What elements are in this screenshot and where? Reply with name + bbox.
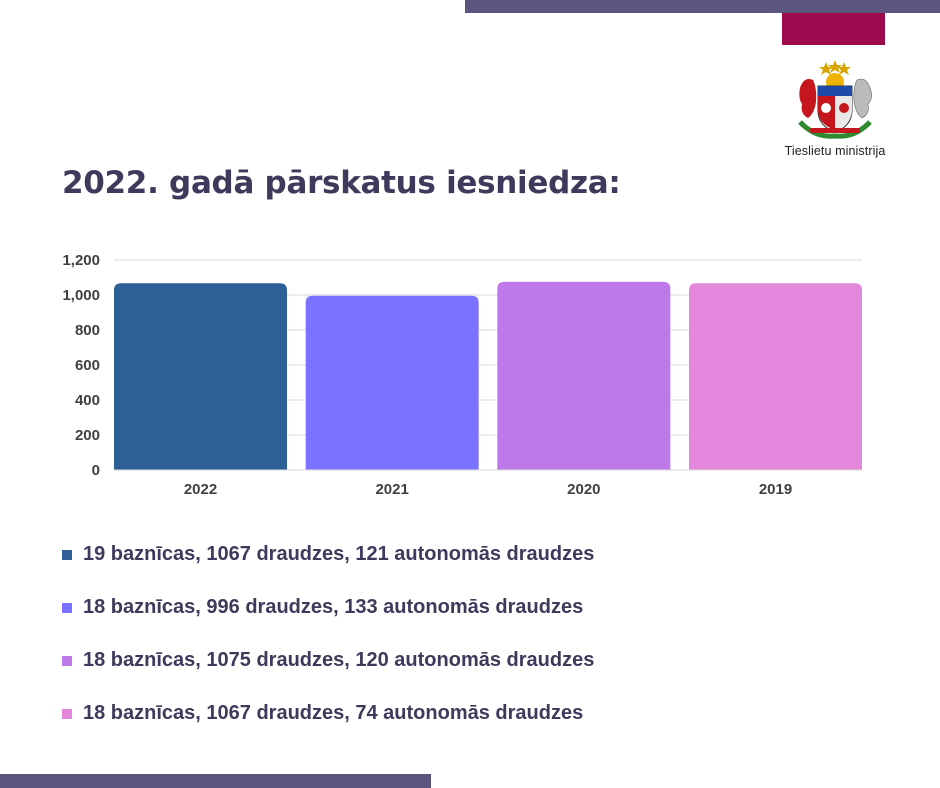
flag-tab bbox=[782, 13, 885, 45]
bar bbox=[114, 283, 287, 470]
logo-caption: Tieslietu ministrija bbox=[784, 144, 886, 158]
page-title: 2022. gadā pārskatus iesniedza: bbox=[62, 165, 621, 201]
bar bbox=[689, 283, 862, 470]
y-tick-label: 0 bbox=[92, 462, 100, 479]
bar bbox=[497, 281, 671, 470]
legend: 19 baznīcas, 1067 draudzes, 121 autonomā… bbox=[60, 543, 760, 755]
top-accent-bar bbox=[465, 0, 940, 13]
x-tick-label: 2019 bbox=[759, 481, 792, 498]
bottom-accent-bar bbox=[0, 774, 431, 788]
ministry-logo: Tieslietu ministrija bbox=[770, 58, 900, 168]
x-tick-label: 2021 bbox=[375, 481, 408, 498]
y-tick-label: 1,200 bbox=[62, 252, 100, 269]
legend-swatch bbox=[62, 709, 72, 719]
bar bbox=[305, 295, 479, 470]
legend-swatch bbox=[62, 603, 72, 613]
y-tick-label: 600 bbox=[75, 357, 100, 374]
legend-label: 18 baznīcas, 1067 draudzes, 74 autonomās… bbox=[83, 702, 584, 724]
legend-swatch bbox=[62, 656, 72, 666]
y-tick-label: 800 bbox=[75, 322, 100, 339]
y-tick-label: 400 bbox=[75, 392, 100, 409]
legend-label: 19 baznīcas, 1067 draudzes, 121 autonomā… bbox=[83, 543, 595, 565]
legend-item: 19 baznīcas, 1067 draudzes, 121 autonomā… bbox=[60, 543, 760, 596]
y-tick-label: 200 bbox=[75, 427, 100, 444]
legend-item: 18 baznīcas, 1075 draudzes, 120 autonomā… bbox=[60, 649, 760, 702]
legend-swatch bbox=[62, 550, 72, 560]
legend-label: 18 baznīcas, 996 draudzes, 133 autonomās… bbox=[83, 596, 584, 618]
coat-of-arms-icon bbox=[798, 60, 872, 139]
legend-label: 18 baznīcas, 1075 draudzes, 120 autonomā… bbox=[83, 649, 595, 671]
y-tick-label: 1,000 bbox=[62, 287, 100, 304]
x-tick-label: 2022 bbox=[184, 481, 217, 498]
legend-item: 18 baznīcas, 996 draudzes, 133 autonomās… bbox=[60, 596, 760, 649]
bar-chart: 0 200 400 600 800 1,000 1,200 2022 2021 2020 2019 bbox=[62, 252, 862, 498]
x-tick-label: 2020 bbox=[567, 481, 600, 498]
legend-item: 18 baznīcas, 1067 draudzes, 74 autonomās… bbox=[60, 702, 760, 755]
